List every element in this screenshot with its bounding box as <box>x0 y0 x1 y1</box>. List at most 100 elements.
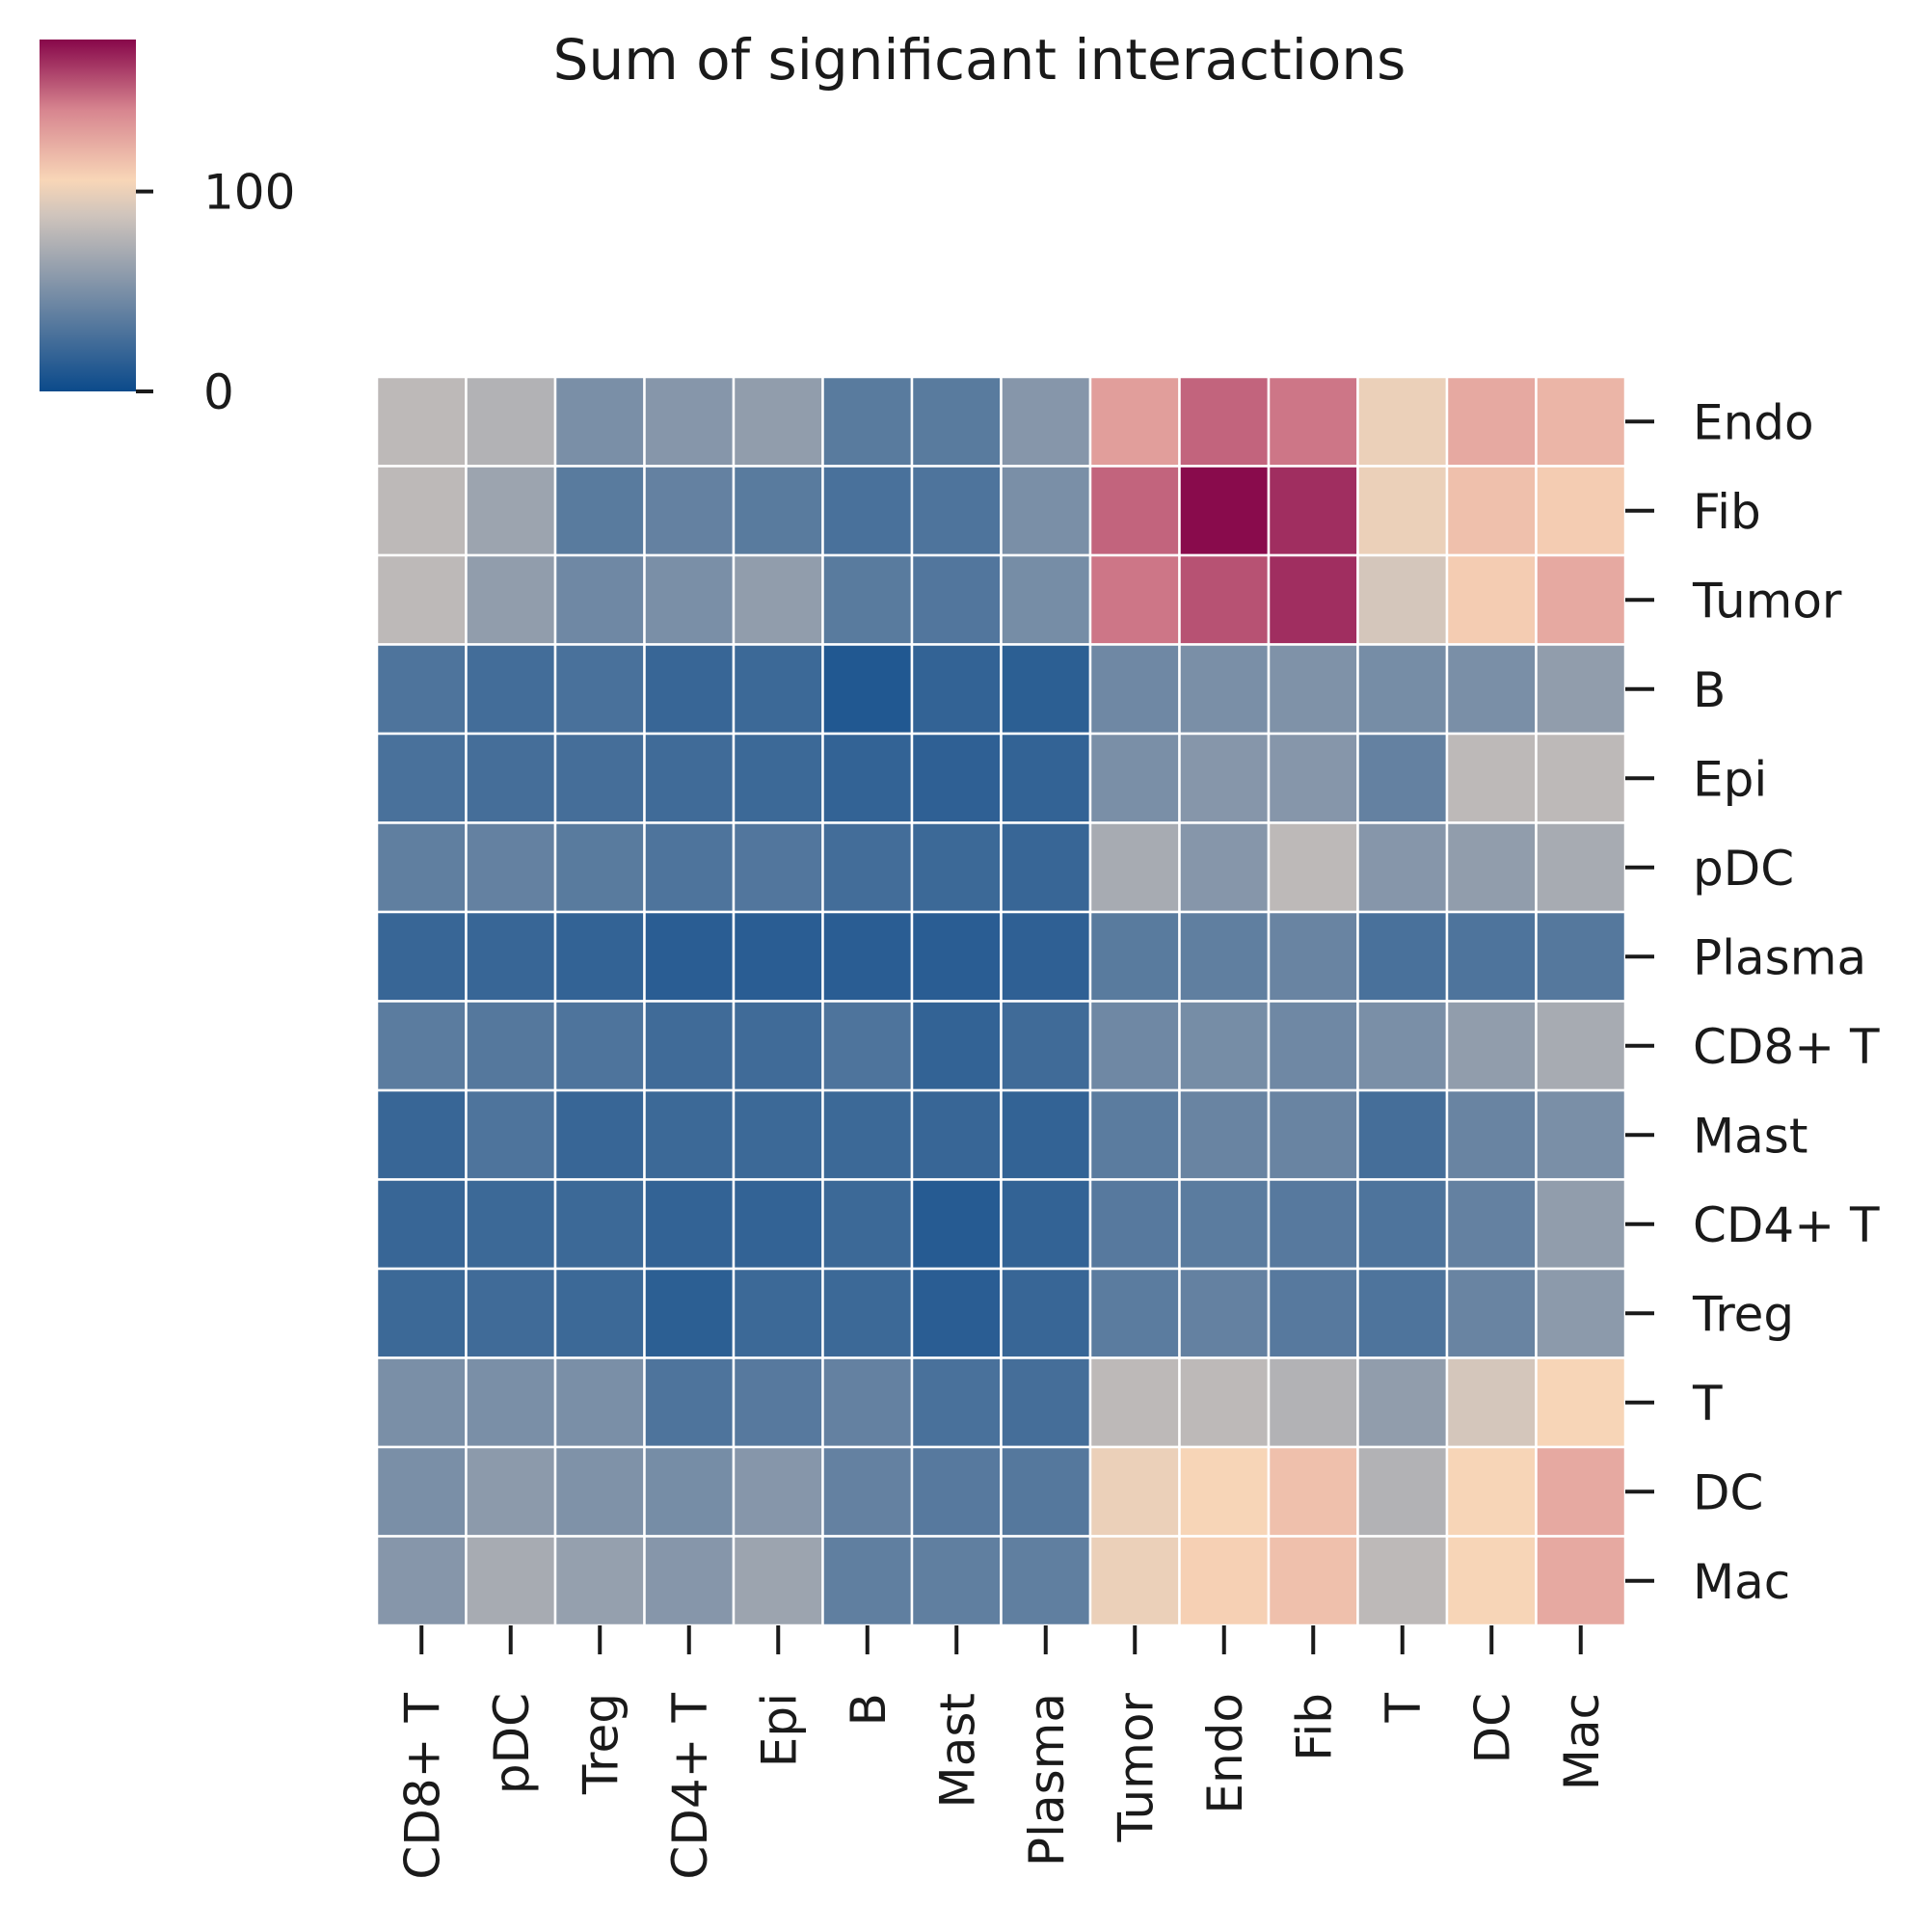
heatmap-cell <box>1535 553 1627 646</box>
heatmap-cell <box>1445 1088 1538 1181</box>
heatmap-cell <box>553 1178 646 1271</box>
heatmap-cell <box>375 732 468 824</box>
heatmap-cell <box>465 553 557 646</box>
heatmap-cell <box>1178 732 1271 824</box>
heatmap-cell <box>910 1000 1003 1092</box>
heatmap-cell <box>1535 1356 1627 1449</box>
heatmap-cell <box>465 910 557 1003</box>
colorbar <box>40 40 136 391</box>
x-tick-label: B <box>841 1693 897 1726</box>
heatmap-cell <box>465 1178 557 1271</box>
heatmap-cell <box>1178 1535 1271 1627</box>
heatmap-cell <box>1445 1356 1538 1449</box>
x-tick-label: Mac <box>1554 1693 1610 1790</box>
heatmap-cell <box>821 1356 914 1449</box>
heatmap-cell <box>732 375 824 468</box>
colorbar-ticks: 0 100 <box>136 165 295 420</box>
heatmap-cell <box>821 910 914 1003</box>
heatmap-cell <box>553 910 646 1003</box>
heatmap-cell <box>1178 1267 1271 1359</box>
heatmap-cell <box>553 375 646 468</box>
y-tick-label: CD4+ T <box>1693 1197 1880 1253</box>
heatmap-cell <box>1000 375 1092 468</box>
heatmap-cell <box>375 465 468 557</box>
heatmap-cell <box>1267 465 1359 557</box>
heatmap-cell <box>1356 1445 1449 1538</box>
heatmap-cell <box>1000 1445 1092 1538</box>
heatmap-cell <box>821 732 914 824</box>
heatmap-cell <box>910 1267 1003 1359</box>
heatmap-cell <box>1000 1000 1092 1092</box>
heatmap-cell <box>732 1000 824 1092</box>
heatmap-cell <box>1445 375 1538 468</box>
heatmap-cell <box>1267 1088 1359 1181</box>
heatmap-cell <box>1267 1535 1359 1627</box>
heatmap-cell <box>1356 910 1449 1003</box>
heatmap-cell <box>465 465 557 557</box>
heatmap-cell <box>465 1000 557 1092</box>
heatmap-cell <box>1088 732 1181 824</box>
heatmap-cell <box>1267 1267 1359 1359</box>
heatmap-cell <box>1088 465 1181 557</box>
y-tick-label: Mac <box>1693 1554 1790 1610</box>
heatmap-cell <box>643 553 736 646</box>
x-tick-label: DC <box>1464 1693 1520 1763</box>
x-tick-label: Fib <box>1286 1693 1342 1761</box>
heatmap-cell <box>732 910 824 1003</box>
heatmap-cell <box>465 643 557 736</box>
heatmap-cell <box>375 553 468 646</box>
heatmap-cell <box>732 821 824 914</box>
heatmap-cell <box>821 643 914 736</box>
heatmap-cell <box>1356 1267 1449 1359</box>
heatmap-cell <box>1445 732 1538 824</box>
heatmap-cell <box>1535 910 1627 1003</box>
heatmap-cell <box>1088 910 1181 1003</box>
y-axis: Endo Fib Tumor B Epi pDC Plasma CD8+ T Mast CD4+ … <box>1625 394 1880 1610</box>
heatmap-cell <box>910 643 1003 736</box>
heatmap-cell <box>465 375 557 468</box>
heatmap-cell <box>1088 1267 1181 1359</box>
y-tick-label: Fib <box>1693 484 1761 540</box>
heatmap-cell <box>1178 375 1271 468</box>
heatmap-cell <box>1445 465 1538 557</box>
heatmap-cell <box>375 375 468 468</box>
heatmap-cell <box>1088 643 1181 736</box>
heatmap-cell <box>1356 375 1449 468</box>
heatmap-cell <box>1088 553 1181 646</box>
heatmap-cell <box>1088 1088 1181 1181</box>
heatmap-cell <box>910 465 1003 557</box>
heatmap-cell <box>1178 553 1271 646</box>
heatmap-cell <box>910 553 1003 646</box>
heatmap-cell <box>1088 1445 1181 1538</box>
heatmap-cell <box>553 1445 646 1538</box>
heatmap-cell <box>465 1088 557 1181</box>
heatmap-cell <box>375 1356 468 1449</box>
heatmap-cell <box>553 821 646 914</box>
heatmap-cell <box>732 465 824 557</box>
heatmap-cell <box>375 1535 468 1627</box>
heatmap-cell <box>1178 1088 1271 1181</box>
heatmap-cell <box>821 821 914 914</box>
heatmap-cell <box>465 732 557 824</box>
heatmap-cell <box>375 643 468 736</box>
x-axis: CD8+ T pDC Treg CD4+ T Epi B Mast Plasma Tumor En… <box>394 1625 1610 1880</box>
heatmap-cell <box>910 821 1003 914</box>
heatmap-cell <box>465 1535 557 1627</box>
heatmap-cell <box>375 1088 468 1181</box>
heatmap-cell <box>732 732 824 824</box>
heatmap-cell <box>821 553 914 646</box>
heatmap-cell <box>1000 1267 1092 1359</box>
heatmap-cell <box>465 1267 557 1359</box>
y-tick-label: B <box>1693 662 1726 718</box>
heatmap-cell <box>1535 1088 1627 1181</box>
heatmap-cell <box>1445 1178 1538 1271</box>
heatmap-cell <box>821 465 914 557</box>
heatmap-cell <box>1088 1535 1181 1627</box>
heatmap-cell <box>1000 1178 1092 1271</box>
y-tick-label: Mast <box>1693 1108 1808 1164</box>
heatmap-cell <box>553 465 646 557</box>
heatmap-cell <box>643 821 736 914</box>
heatmap-cell <box>1356 465 1449 557</box>
x-tick-label: Mast <box>929 1693 985 1808</box>
